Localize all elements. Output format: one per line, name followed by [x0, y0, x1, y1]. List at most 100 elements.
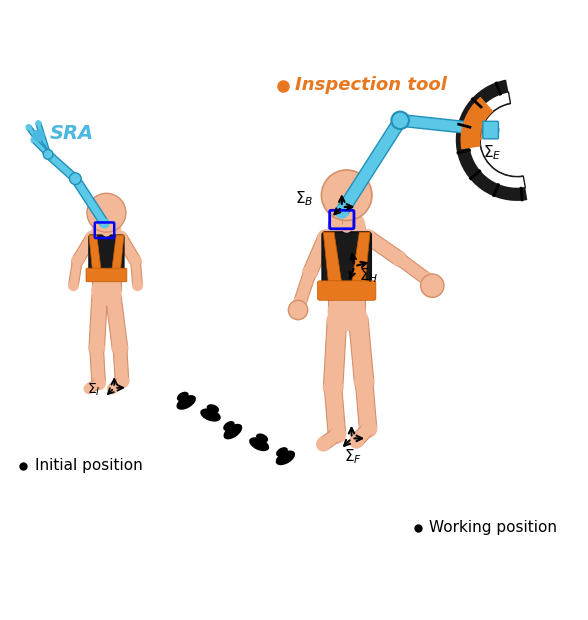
Circle shape: [105, 288, 121, 303]
Circle shape: [131, 257, 141, 266]
Circle shape: [336, 205, 348, 218]
Polygon shape: [111, 235, 124, 274]
FancyBboxPatch shape: [318, 281, 376, 300]
Circle shape: [355, 373, 374, 392]
Text: Initial position: Initial position: [35, 458, 143, 472]
Polygon shape: [364, 231, 405, 265]
Ellipse shape: [276, 447, 288, 457]
Polygon shape: [102, 226, 111, 232]
Polygon shape: [32, 138, 50, 156]
Polygon shape: [323, 232, 343, 291]
Circle shape: [102, 221, 111, 229]
Polygon shape: [72, 176, 108, 226]
Polygon shape: [323, 319, 347, 388]
Circle shape: [303, 267, 316, 280]
Circle shape: [108, 384, 117, 394]
Ellipse shape: [249, 437, 269, 451]
Circle shape: [94, 378, 103, 388]
Circle shape: [133, 281, 142, 291]
Circle shape: [330, 428, 344, 441]
Polygon shape: [352, 424, 373, 446]
Circle shape: [323, 378, 343, 397]
Circle shape: [72, 257, 82, 266]
Circle shape: [100, 219, 109, 228]
Circle shape: [325, 379, 342, 397]
Circle shape: [302, 266, 317, 280]
Circle shape: [113, 342, 127, 356]
Circle shape: [71, 255, 83, 267]
Circle shape: [130, 255, 142, 267]
Circle shape: [395, 115, 406, 126]
Polygon shape: [69, 260, 82, 286]
Polygon shape: [480, 117, 490, 140]
Circle shape: [316, 438, 330, 451]
Circle shape: [394, 114, 406, 126]
Circle shape: [90, 342, 103, 356]
Circle shape: [31, 138, 36, 142]
Circle shape: [36, 121, 41, 126]
Polygon shape: [303, 234, 332, 276]
Circle shape: [392, 112, 409, 129]
Circle shape: [117, 376, 127, 386]
Circle shape: [46, 152, 51, 157]
Circle shape: [115, 231, 127, 243]
Polygon shape: [45, 151, 78, 182]
Polygon shape: [92, 232, 121, 291]
Circle shape: [293, 296, 306, 309]
Polygon shape: [72, 234, 97, 264]
Polygon shape: [328, 228, 365, 312]
Circle shape: [349, 310, 368, 329]
Circle shape: [71, 175, 79, 182]
Polygon shape: [349, 319, 374, 384]
Ellipse shape: [256, 433, 268, 443]
Ellipse shape: [276, 451, 295, 465]
Circle shape: [92, 288, 108, 303]
Circle shape: [359, 420, 377, 438]
Text: Working position: Working position: [429, 520, 557, 535]
Circle shape: [328, 310, 347, 329]
Circle shape: [86, 231, 98, 243]
Circle shape: [288, 300, 308, 320]
Circle shape: [26, 125, 31, 130]
FancyBboxPatch shape: [483, 122, 499, 139]
Polygon shape: [350, 232, 370, 291]
Text: Inspection tool: Inspection tool: [295, 76, 447, 94]
Circle shape: [92, 218, 121, 247]
Polygon shape: [294, 271, 316, 304]
Circle shape: [342, 210, 352, 219]
Polygon shape: [89, 235, 102, 274]
Polygon shape: [89, 295, 108, 349]
Ellipse shape: [223, 421, 235, 431]
Circle shape: [322, 170, 372, 221]
Circle shape: [328, 293, 365, 330]
Text: $\Sigma_E$: $\Sigma_E$: [483, 143, 502, 162]
Polygon shape: [116, 234, 141, 264]
Polygon shape: [86, 379, 101, 393]
Ellipse shape: [206, 404, 219, 413]
FancyBboxPatch shape: [322, 232, 371, 298]
Text: $\Sigma_I$: $\Sigma_I$: [87, 382, 101, 398]
Circle shape: [328, 426, 346, 443]
Circle shape: [350, 435, 363, 448]
Polygon shape: [319, 429, 341, 450]
Circle shape: [393, 252, 407, 267]
Circle shape: [43, 149, 53, 159]
Circle shape: [355, 374, 373, 392]
FancyBboxPatch shape: [86, 268, 127, 282]
Circle shape: [394, 253, 406, 266]
Circle shape: [92, 376, 105, 390]
Circle shape: [483, 122, 499, 138]
Circle shape: [328, 209, 365, 246]
Ellipse shape: [223, 424, 242, 440]
Polygon shape: [26, 126, 50, 156]
Circle shape: [485, 124, 496, 136]
Circle shape: [92, 276, 121, 305]
Circle shape: [102, 228, 111, 236]
Polygon shape: [109, 377, 125, 392]
Circle shape: [420, 274, 444, 298]
Circle shape: [342, 223, 352, 232]
Circle shape: [71, 174, 80, 183]
Text: SRA: SRA: [50, 124, 94, 143]
Ellipse shape: [176, 395, 196, 410]
Circle shape: [44, 151, 52, 158]
